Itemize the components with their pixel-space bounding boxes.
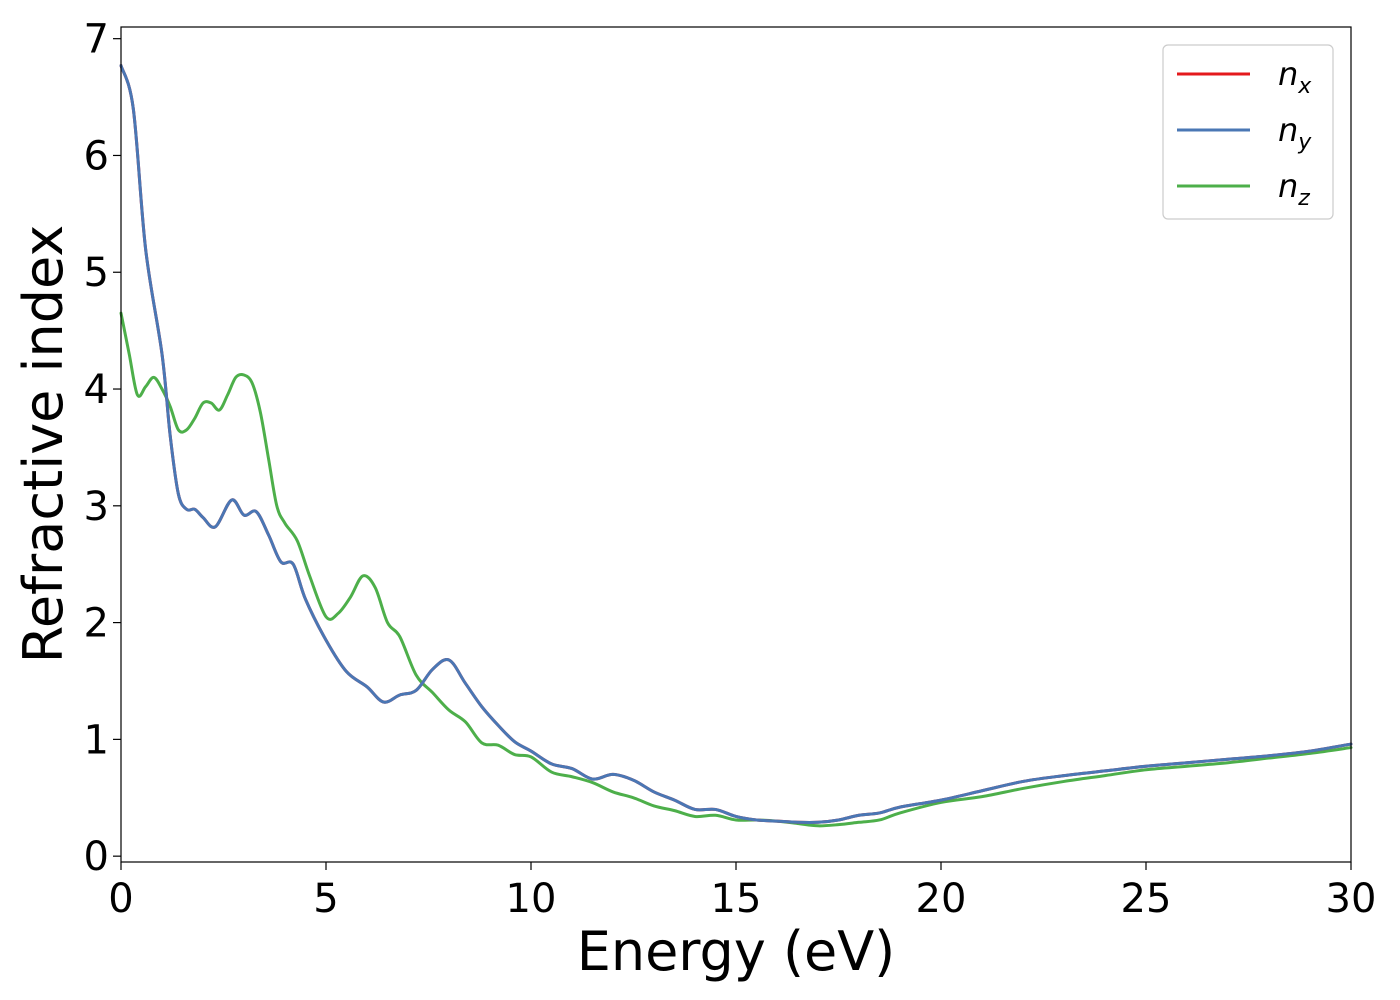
x-tick-label: 20 bbox=[916, 876, 967, 922]
y-tick-label: 3 bbox=[84, 484, 109, 530]
plot-area bbox=[121, 27, 1351, 862]
y-tick-label: 5 bbox=[84, 250, 109, 296]
x-axis: 0 5 10 15 20 25 30 bbox=[108, 862, 1376, 922]
y-axis: 0 1 2 3 4 5 6 7 bbox=[84, 17, 121, 880]
legend-box bbox=[1162, 44, 1334, 220]
y-tick-label: 2 bbox=[84, 601, 109, 647]
x-tick-label: 10 bbox=[506, 876, 557, 922]
y-axis-label: Refractive index bbox=[12, 225, 75, 664]
series-line-ny bbox=[119, 64, 1353, 825]
y-tick-label: 4 bbox=[84, 367, 109, 413]
y-tick-label: 6 bbox=[84, 133, 109, 179]
y-tick-label: 1 bbox=[84, 717, 109, 763]
x-tick-label: 0 bbox=[108, 876, 133, 922]
y-tick-label: 7 bbox=[84, 17, 109, 63]
x-tick-label: 25 bbox=[1121, 876, 1172, 922]
series-layer bbox=[119, 64, 1353, 828]
x-tick-label: 15 bbox=[711, 876, 762, 922]
legend-label-ny: ny bbox=[1278, 111, 1312, 155]
x-tick-label: 30 bbox=[1326, 876, 1377, 922]
x-tick-label: 5 bbox=[313, 876, 338, 922]
x-axis-label: Energy (eV) bbox=[577, 920, 896, 983]
y-tick-label: 0 bbox=[84, 834, 109, 880]
series-line-nz bbox=[119, 311, 1353, 828]
